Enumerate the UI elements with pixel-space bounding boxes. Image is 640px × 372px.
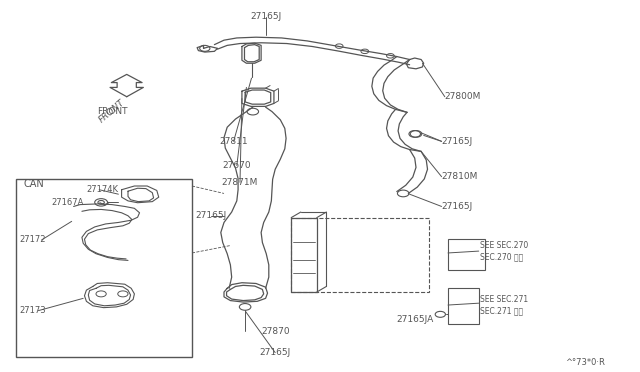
Text: 27810M: 27810M	[442, 172, 478, 181]
Text: SEC.271 参照: SEC.271 参照	[480, 306, 523, 315]
Text: 27165J: 27165J	[260, 348, 291, 357]
Text: SEE SEC.271: SEE SEC.271	[480, 295, 528, 304]
Text: 27167A: 27167A	[51, 198, 84, 207]
Bar	[16, 179, 192, 357]
Text: SEE SEC.270: SEE SEC.270	[480, 241, 528, 250]
Text: 27165J: 27165J	[442, 137, 473, 146]
Text: ^°73*0·R: ^°73*0·R	[565, 358, 605, 367]
Text: 27800M: 27800M	[445, 92, 481, 101]
Text: 27870: 27870	[261, 327, 289, 336]
Text: 27165JA: 27165JA	[397, 315, 434, 324]
Text: FRONT: FRONT	[97, 98, 127, 125]
Text: 27165J: 27165J	[442, 202, 473, 211]
Text: 27670: 27670	[223, 161, 251, 170]
Text: 27165J: 27165J	[250, 12, 281, 21]
Text: 27165J: 27165J	[196, 211, 227, 220]
Text: FRONT: FRONT	[97, 107, 127, 116]
Text: CAN: CAN	[24, 179, 44, 189]
Text: SEC.270 参照: SEC.270 参照	[480, 252, 524, 261]
Text: 27173: 27173	[19, 306, 46, 315]
Text: 27871M: 27871M	[222, 178, 258, 187]
Bar	[448, 288, 479, 324]
Bar	[291, 218, 429, 292]
Bar	[448, 239, 485, 270]
Text: 27174K: 27174K	[86, 185, 118, 194]
Text: 27811: 27811	[220, 137, 248, 146]
Text: 27172: 27172	[19, 235, 45, 244]
